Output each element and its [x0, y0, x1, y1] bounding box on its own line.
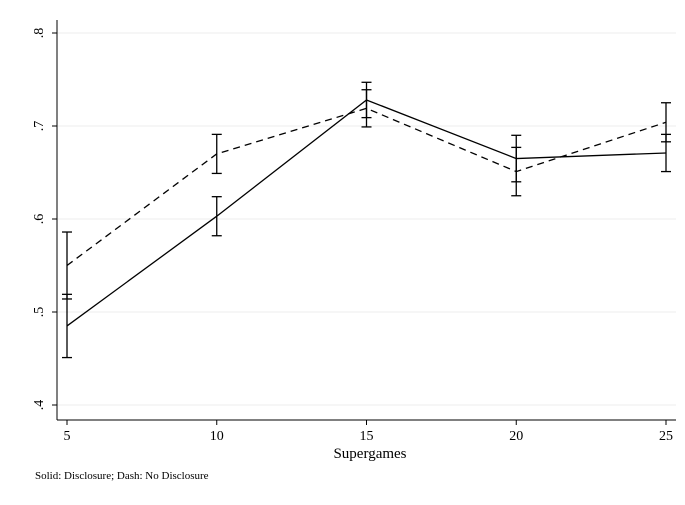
x-tick-label: 15: [360, 429, 374, 444]
x-axis-ticks: 5 10 15 20 25: [64, 420, 673, 444]
y-tick-label: .6: [32, 214, 47, 225]
x-tick-label: 25: [659, 429, 673, 444]
x-axis-label: Supergames: [333, 446, 406, 462]
x-tick-label: 20: [509, 429, 523, 444]
x-tick-label: 5: [64, 429, 71, 444]
error-bars: [62, 81, 671, 359]
y-tick-label: .5: [32, 307, 47, 318]
y-tick-label: .4: [32, 400, 47, 411]
grid-lines: [57, 32, 676, 406]
y-tick-label: .8: [32, 28, 47, 39]
y-tick-label: .7: [32, 121, 47, 132]
series-line-no-disclosure: [66, 107, 667, 267]
x-tick-label: 10: [210, 429, 224, 444]
y-axis-ticks: .4 .5 .6 .7 .8: [32, 28, 57, 411]
chart-note: Solid: Disclosure; Dash: No Disclosure: [35, 470, 209, 482]
